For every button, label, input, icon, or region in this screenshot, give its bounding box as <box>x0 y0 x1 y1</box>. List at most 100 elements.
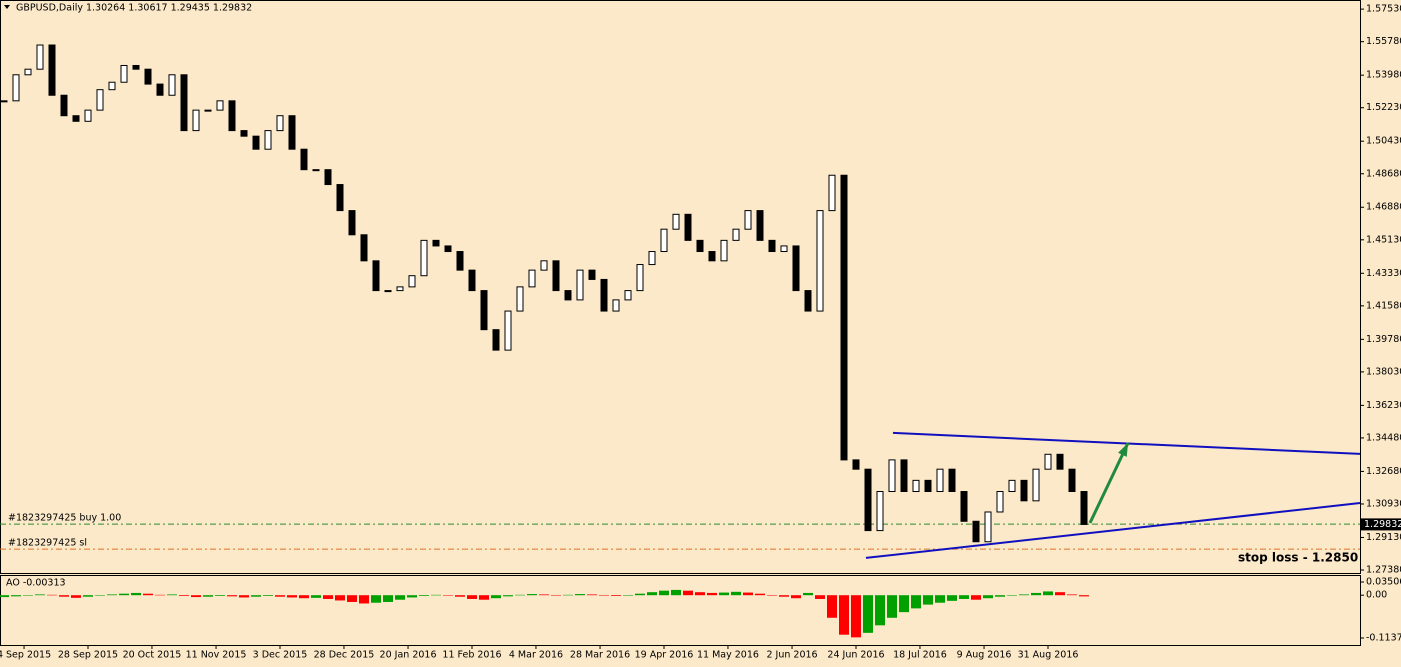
y-tick-label: 1.29130 <box>1366 532 1401 543</box>
candle-body <box>228 100 236 132</box>
candle-body <box>732 228 740 241</box>
candle-body <box>216 100 224 111</box>
ao-bar <box>226 595 237 597</box>
candle-body <box>276 115 284 132</box>
ao-bar <box>826 595 837 618</box>
ao-bar <box>298 595 309 599</box>
ao-bar <box>574 594 585 596</box>
ao-bar <box>1006 595 1017 596</box>
ao-bar <box>778 595 789 597</box>
candle-body <box>252 135 260 150</box>
candle-body <box>432 239 440 247</box>
candle-body <box>588 269 596 280</box>
ao-bar <box>742 592 753 596</box>
ao-bar <box>154 594 165 596</box>
ao-bar <box>118 593 129 596</box>
candle-body <box>984 511 992 543</box>
candle-body <box>120 64 128 83</box>
candle-body <box>648 251 656 266</box>
ao-bar <box>706 592 717 596</box>
candle-body <box>300 148 308 171</box>
ao-bar <box>526 594 537 596</box>
ao-bar <box>22 595 33 596</box>
ao-bar <box>130 592 141 596</box>
ao-bar <box>694 592 705 596</box>
candle-body <box>1080 491 1088 525</box>
ao-bar <box>838 595 849 635</box>
candle-body <box>12 74 20 102</box>
candle-body <box>468 269 476 292</box>
candle-body <box>444 245 452 253</box>
candle-body <box>564 290 572 301</box>
y-tick-label: 1.45130 <box>1366 234 1401 245</box>
candle-body <box>336 184 344 212</box>
x-tick-label: 19 Apr 2016 <box>635 650 694 661</box>
ao-bar <box>286 595 297 598</box>
ao-bar <box>358 595 369 604</box>
ao-bar <box>454 595 465 597</box>
ao-bar <box>922 595 933 605</box>
candle-body <box>108 81 116 91</box>
ao-bar <box>70 595 81 598</box>
candle-body <box>132 64 140 70</box>
ao-bar <box>322 595 333 599</box>
ao-bar <box>1066 594 1077 596</box>
candle-body <box>708 251 716 262</box>
ao-bar <box>646 592 657 596</box>
ao-bar <box>370 595 381 603</box>
ao-bar <box>346 595 357 602</box>
candle-body <box>804 290 812 312</box>
ao-bar <box>10 595 21 597</box>
main-frame <box>0 0 1361 574</box>
y-tick-label: 1.55780 <box>1366 36 1401 47</box>
candle-body <box>0 100 8 103</box>
ao-bar <box>634 593 645 596</box>
candle-body <box>480 290 488 331</box>
ao-bar <box>406 595 417 598</box>
candle-body <box>924 479 932 493</box>
ao-bar <box>334 595 345 601</box>
x-tick-label: 28 Dec 2015 <box>314 650 375 661</box>
x-tick-label: 28 Sep 2015 <box>58 650 118 661</box>
candle-body <box>360 234 368 262</box>
menu-arrow[interactable] <box>4 5 10 9</box>
order-label: #1823297425 sl <box>8 538 87 549</box>
ao-title: AO -0.00313 <box>6 578 66 589</box>
ao-bar <box>658 590 669 596</box>
candle-body <box>60 94 68 117</box>
chart-title: GBPUSD,Daily 1.30264 1.30617 1.29435 1.2… <box>16 3 252 14</box>
ao-bar <box>790 595 801 599</box>
candle-body <box>780 245 788 253</box>
candle-body <box>516 286 524 312</box>
ao-bar <box>262 595 273 596</box>
ao-bar <box>214 595 225 596</box>
arrow-head <box>1118 442 1129 457</box>
candle-body <box>720 239 728 262</box>
candle-body <box>24 68 32 76</box>
ao-bar <box>442 595 453 596</box>
ao-bar <box>310 595 321 598</box>
candle-body <box>1056 453 1064 470</box>
candle-body <box>492 329 500 351</box>
ao-bar <box>802 592 813 596</box>
candle-body <box>348 210 356 236</box>
ao-bar <box>46 594 57 596</box>
ao-bar <box>898 595 909 613</box>
ao-bar <box>754 593 765 596</box>
candle-body <box>372 260 380 292</box>
ao-bar <box>1030 592 1041 596</box>
ao-bar <box>682 590 693 596</box>
ao-bar <box>550 595 561 596</box>
ao-bar <box>466 595 477 599</box>
ao-bar <box>946 595 957 601</box>
candle-body <box>312 169 320 172</box>
y-tick-label: 1.43330 <box>1366 268 1401 279</box>
candle-body <box>876 491 884 532</box>
candle-body <box>420 239 428 277</box>
candle-body <box>384 290 392 293</box>
ao-bar <box>982 595 993 599</box>
candle-body <box>852 459 860 470</box>
x-tick-label: 20 Jan 2016 <box>380 650 437 661</box>
